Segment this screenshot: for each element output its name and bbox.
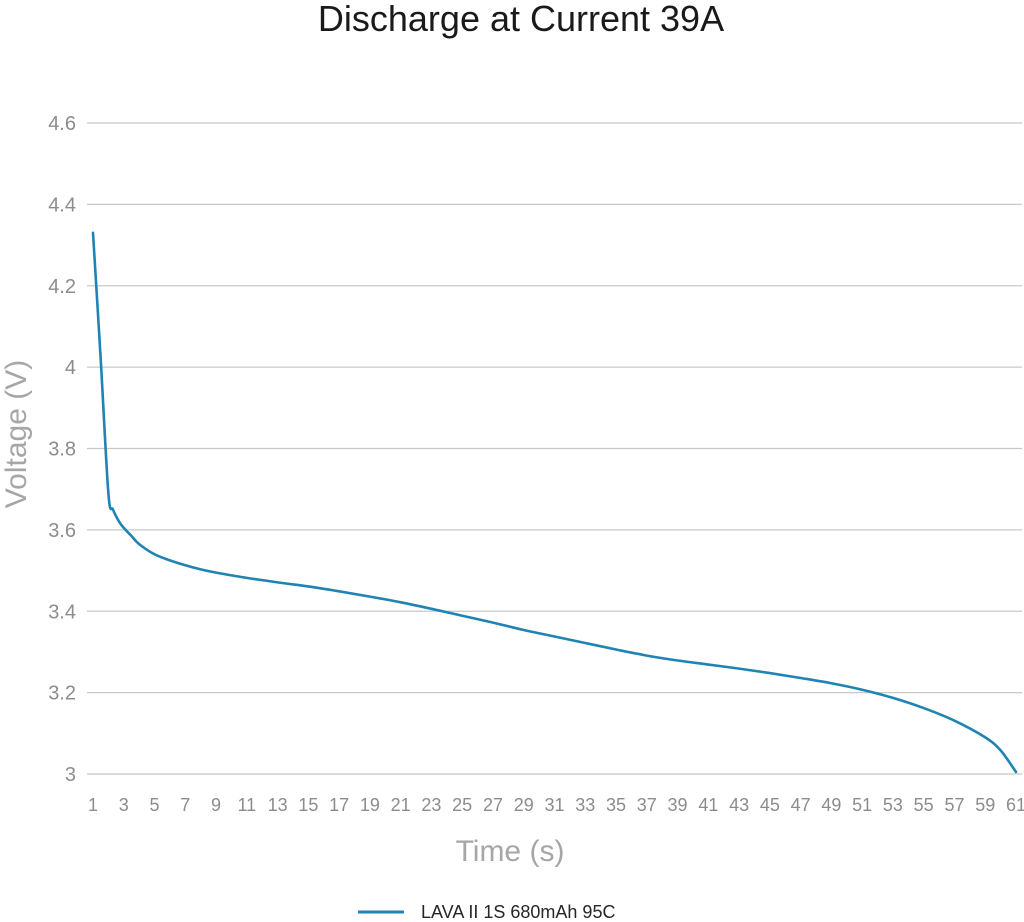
x-tick-label: 5 — [150, 795, 160, 815]
x-tick-label: 31 — [544, 795, 564, 815]
gridlines — [87, 122, 1022, 775]
x-tick-label: 7 — [180, 795, 190, 815]
x-tick-label: 43 — [729, 795, 749, 815]
chart-title: Discharge at Current 39A — [318, 0, 724, 39]
y-tick-label: 3 — [65, 764, 76, 786]
y-axis-ticks: 3 3.2 3.4 3.6 3.8 4 4.2 4.4 4.6 — [48, 113, 76, 786]
y-tick-label: 3.4 — [48, 601, 76, 623]
legend-label: LAVA II 1S 680mAh 95C — [421, 902, 615, 922]
x-tick-label: 59 — [975, 795, 995, 815]
x-tick-label: 13 — [268, 795, 288, 815]
x-tick-label: 45 — [760, 795, 780, 815]
x-tick-label: 61 — [1006, 795, 1024, 815]
series-layer — [91, 231, 1018, 774]
x-tick-label: 23 — [421, 795, 441, 815]
x-tick-label: 9 — [211, 795, 221, 815]
x-tick-label: 27 — [483, 795, 503, 815]
y-axis-title: Voltage (V) — [0, 360, 33, 508]
x-tick-label: 55 — [914, 795, 934, 815]
x-tick-label: 53 — [883, 795, 903, 815]
x-tick-label: 21 — [391, 795, 411, 815]
x-tick-label: 15 — [298, 795, 318, 815]
x-axis-ticks: 1 3 5 7 9 11 13 15 17 19 21 23 25 27 29 31 33 35 37 39 41 43 4… — [88, 795, 1024, 815]
x-axis-title: Time (s) — [456, 835, 565, 868]
x-tick-label: 49 — [821, 795, 841, 815]
x-tick-label: 51 — [852, 795, 872, 815]
legend: LAVA II 1S 680mAh 95C — [358, 902, 615, 922]
x-tick-label: 39 — [668, 795, 688, 815]
x-tick-label: 47 — [791, 795, 811, 815]
y-tick-label: 4 — [65, 357, 76, 379]
x-tick-label: 33 — [575, 795, 595, 815]
x-tick-label: 35 — [606, 795, 626, 815]
y-tick-label: 3.6 — [48, 520, 76, 542]
x-tick-label: 25 — [452, 795, 472, 815]
x-tick-label: 17 — [329, 795, 349, 815]
x-tick-label: 19 — [360, 795, 380, 815]
x-tick-label: 29 — [514, 795, 534, 815]
series-line-0 — [91, 231, 1018, 774]
x-tick-label: 11 — [237, 795, 256, 815]
x-tick-label: 1 — [88, 795, 98, 815]
y-tick-label: 4.2 — [48, 276, 76, 298]
y-tick-label: 3.8 — [48, 439, 76, 461]
x-tick-label: 3 — [119, 795, 129, 815]
x-tick-label: 57 — [944, 795, 964, 815]
x-tick-label: 37 — [637, 795, 657, 815]
y-tick-label: 4.4 — [48, 194, 76, 216]
x-tick-label: 41 — [698, 795, 718, 815]
y-tick-label: 4.6 — [48, 113, 76, 135]
y-tick-label: 3.2 — [48, 683, 76, 705]
